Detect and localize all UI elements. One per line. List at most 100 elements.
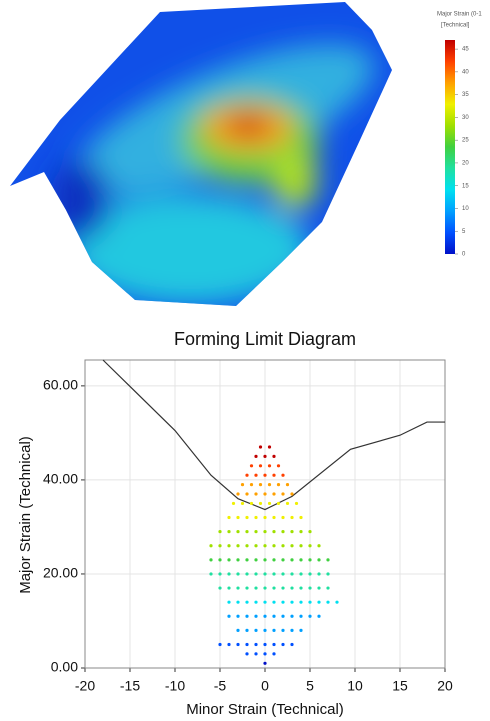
strain-point bbox=[258, 501, 263, 506]
strain-point bbox=[263, 586, 267, 590]
strain-point bbox=[308, 558, 312, 562]
colorbar-tick-label: 45 bbox=[462, 47, 469, 53]
strain-point bbox=[258, 445, 263, 449]
strain-point bbox=[249, 464, 254, 468]
strain-point bbox=[317, 614, 321, 618]
strain-point bbox=[299, 558, 303, 562]
colorbar-label: Major Strain (0-1 bbox=[437, 12, 482, 18]
strain-point bbox=[290, 492, 294, 496]
strain-point bbox=[276, 483, 281, 487]
strain-point bbox=[245, 614, 249, 618]
strain-point bbox=[245, 473, 249, 477]
strain-point bbox=[263, 515, 267, 520]
strain-point bbox=[281, 515, 285, 520]
strain-point bbox=[263, 628, 267, 632]
strain-point bbox=[267, 464, 272, 468]
strain-point bbox=[272, 586, 276, 590]
strain-point bbox=[290, 614, 294, 618]
strain-point bbox=[281, 586, 285, 590]
strain-point bbox=[272, 515, 276, 520]
strain-point bbox=[290, 586, 294, 590]
strain-point bbox=[299, 572, 303, 576]
strain-point bbox=[236, 544, 240, 548]
strain-point bbox=[227, 600, 231, 604]
x-tick-label: 5 bbox=[306, 678, 314, 694]
strain-point bbox=[254, 600, 258, 604]
strain-point bbox=[236, 642, 240, 647]
strain-point bbox=[272, 600, 276, 604]
strain-point bbox=[290, 558, 294, 562]
strain-point bbox=[335, 600, 339, 604]
plot-frame bbox=[84, 359, 446, 669]
strain-point bbox=[254, 515, 258, 520]
strain-point bbox=[227, 586, 231, 590]
strain-point bbox=[254, 572, 258, 576]
colorbar-tick-label: 5 bbox=[462, 229, 466, 235]
x-tick-label: 10 bbox=[347, 678, 363, 694]
strain-point bbox=[308, 600, 312, 604]
strain-point bbox=[254, 558, 258, 562]
strain-point bbox=[281, 628, 285, 632]
strain-point bbox=[317, 600, 321, 604]
strain-point bbox=[245, 652, 249, 656]
strain-point bbox=[227, 515, 231, 520]
strain-point bbox=[218, 586, 222, 590]
strain-point bbox=[272, 642, 276, 647]
strain-point bbox=[263, 454, 267, 458]
strain-point bbox=[245, 515, 249, 520]
strain-point bbox=[299, 600, 303, 604]
strain-point bbox=[308, 586, 312, 590]
strain-point bbox=[209, 544, 213, 548]
strain-point bbox=[263, 572, 267, 576]
strain-point bbox=[290, 628, 294, 632]
strain-point bbox=[227, 530, 231, 534]
strain-point bbox=[254, 473, 258, 477]
strain-point bbox=[236, 586, 240, 590]
strain-point bbox=[281, 600, 285, 604]
strain-point bbox=[308, 614, 312, 618]
strain-point bbox=[272, 492, 276, 496]
strain-point bbox=[227, 544, 231, 548]
strain-point bbox=[209, 572, 213, 576]
colorbar-tick-label: 35 bbox=[462, 92, 469, 98]
strain-point bbox=[240, 501, 245, 506]
strain-point bbox=[281, 558, 285, 562]
strain-point bbox=[272, 544, 276, 548]
strain-point bbox=[227, 614, 231, 618]
strain-point bbox=[249, 501, 254, 506]
strain-point bbox=[272, 473, 276, 477]
strain-point bbox=[254, 652, 258, 656]
chart-title: Forming Limit Diagram bbox=[174, 329, 356, 349]
strain-point bbox=[240, 483, 245, 487]
strain-point bbox=[245, 600, 249, 604]
strain-point bbox=[218, 558, 222, 562]
strain-point bbox=[290, 530, 294, 534]
strain-point bbox=[258, 483, 263, 487]
colorbar-tick-label: 15 bbox=[462, 183, 469, 189]
strain-point bbox=[299, 628, 303, 632]
strain-point bbox=[263, 558, 267, 562]
strain-point bbox=[245, 530, 249, 534]
x-tick-label: -10 bbox=[165, 678, 185, 694]
forming-limit-curve bbox=[102, 359, 445, 511]
y-tick-label: 40.00 bbox=[43, 471, 78, 487]
strain-point bbox=[263, 473, 267, 477]
strain-point bbox=[317, 572, 321, 576]
strain-point bbox=[236, 492, 240, 496]
strain-point bbox=[245, 628, 249, 632]
colorbar-tick-label: 10 bbox=[462, 206, 469, 212]
strain-point bbox=[317, 586, 321, 590]
strain-point bbox=[236, 614, 240, 618]
strain-point bbox=[326, 572, 330, 576]
strain-point bbox=[254, 530, 258, 534]
strain-point bbox=[290, 544, 294, 548]
strain-point bbox=[245, 544, 249, 548]
x-tick-label: -15 bbox=[120, 678, 140, 694]
strain-point bbox=[290, 572, 294, 576]
x-tick-label: 0 bbox=[261, 678, 269, 694]
strain-point bbox=[267, 483, 272, 487]
strain-point bbox=[290, 600, 294, 604]
strain-point bbox=[263, 614, 267, 618]
